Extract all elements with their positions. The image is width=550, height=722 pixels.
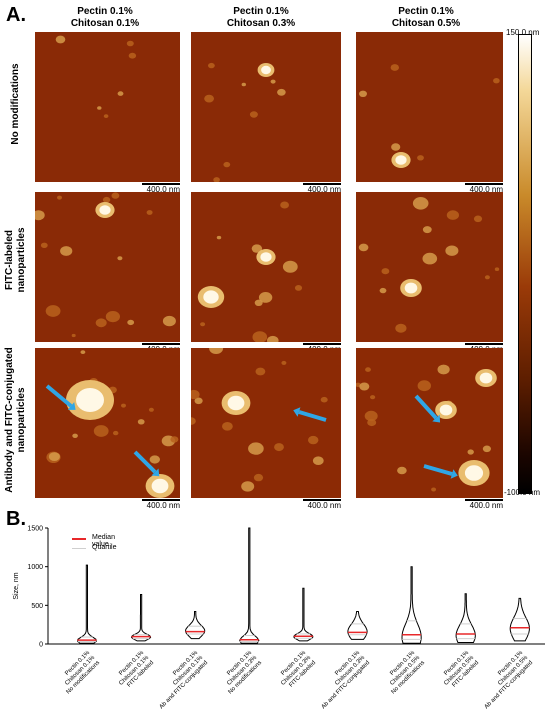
scale-bar-r3-c1: 400.0 nm (120, 499, 180, 511)
column-header-3: Pectin 0.1% Chitosan 0.5% (356, 6, 496, 30)
row-header-2-line1: FITC-labeled (4, 230, 15, 291)
scale-bar-r3-c3: 400.0 nm (443, 499, 503, 511)
afm-image-r2-c2 (191, 192, 341, 342)
violin-1 (77, 564, 97, 644)
column-header-3-line1: Pectin 0.1% (398, 6, 454, 17)
y-tick-label: 1000 (27, 564, 43, 571)
afm-image-r2-c3 (356, 192, 503, 342)
column-header-2-line1: Pectin 0.1% (233, 6, 289, 17)
violin-2 (130, 594, 152, 642)
scale-bar-line (303, 343, 341, 345)
row-header-2-line2: nanoparticles (16, 227, 27, 293)
row-header-3-line2: nanoparticles (16, 387, 27, 453)
colorbar-bottom-label: -100.0 nm (504, 488, 541, 497)
row-header-3: Antibody and FITC-conjugated nanoparticl… (4, 340, 28, 500)
colorbar-top-label: 150.0 nm (506, 28, 540, 37)
afm-image-r3-c3 (356, 348, 503, 498)
scale-bar-r1-c3: 400.0 nm (443, 183, 503, 195)
row-header-1: No modifications (10, 34, 22, 174)
y-axis-label: Size, nm (13, 572, 20, 599)
scale-bar-r1-c1: 400.0 nm (120, 183, 180, 195)
column-header-1-line2: Chitosan 0.1% (70, 18, 140, 29)
panel-b-letter: B. (6, 508, 26, 530)
legend-quartile-label: Quartile (92, 544, 117, 551)
row-header-1-line1: No modifications (10, 63, 21, 145)
scale-bar-label: 400.0 nm (307, 501, 341, 510)
scale-bar-r3-c2: 400.0 nm (281, 499, 341, 511)
column-header-1-line1: Pectin 0.1% (77, 6, 133, 17)
violin-4 (239, 527, 260, 644)
violin-chart: 0 500 1000 1500 Size, nm (13, 526, 545, 649)
scale-bar-label: 400.0 nm (469, 185, 503, 194)
scale-bar-line (142, 183, 180, 185)
violin-5 (293, 587, 314, 642)
annotation-arrow (45, 384, 73, 408)
y-tick-label: 1500 (27, 526, 43, 533)
scale-bar-label: 400.0 nm (146, 185, 180, 194)
column-header-1: Pectin 0.1% Chitosan 0.1% (35, 6, 175, 30)
scale-bar-line (303, 183, 341, 185)
column-header-2: Pectin 0.1% Chitosan 0.3% (191, 6, 331, 30)
violin-6 (347, 611, 368, 640)
scale-bar-label: 400.0 nm (146, 501, 180, 510)
scale-bar-label: 400.0 nm (469, 501, 503, 510)
legend-median-swatch (72, 538, 86, 540)
scale-bar-r1-c2: 400.0 nm (281, 183, 341, 195)
column-header-3-line2: Chitosan 0.5% (391, 18, 461, 29)
afm-image-r1-c3 (356, 32, 503, 182)
column-header-2-line2: Chitosan 0.3% (226, 18, 296, 29)
afm-image-r1-c2 (191, 32, 341, 182)
violin-7 (401, 566, 422, 644)
scale-bar-line (303, 499, 341, 501)
violin-3 (185, 611, 206, 640)
afm-image-r2-c1 (35, 192, 180, 342)
scale-bar-line (465, 183, 503, 185)
scale-bar-line (142, 343, 180, 345)
afm-image-r3-c1 (35, 348, 180, 498)
violin-8 (455, 593, 476, 643)
scale-bar-label: 400.0 nm (307, 185, 341, 194)
annotation-arrow (298, 410, 327, 422)
y-tick-label: 500 (31, 603, 43, 610)
violin-9 (509, 597, 530, 642)
scale-bar-line (465, 499, 503, 501)
scale-bar-line (142, 499, 180, 501)
height-colorbar (518, 34, 532, 494)
annotation-arrow (423, 464, 453, 476)
scale-bar-line (465, 343, 503, 345)
panel-a-letter: A. (6, 4, 26, 26)
afm-image-r3-c2 (191, 348, 341, 498)
y-tick-label: 0 (39, 642, 43, 649)
legend-median-label: Median value (92, 534, 115, 548)
row-header-3-line1: Antibody and FITC-conjugated (4, 347, 15, 493)
annotation-arrow (133, 450, 157, 474)
row-header-2: FITC-labeled nanoparticles (4, 190, 28, 330)
legend-quartile-swatch (72, 548, 86, 549)
annotation-arrow (414, 394, 438, 420)
afm-image-r1-c1 (35, 32, 180, 182)
